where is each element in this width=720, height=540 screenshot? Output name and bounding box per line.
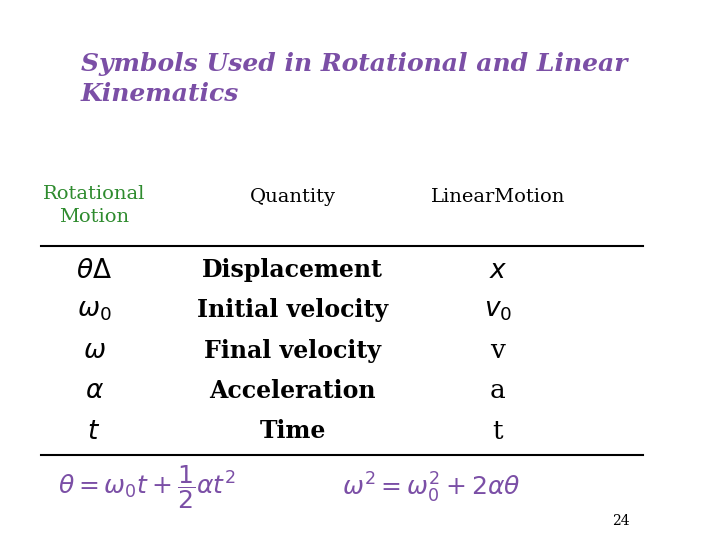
Text: $t$: $t$ — [87, 418, 101, 444]
Text: $\omega$: $\omega$ — [83, 338, 106, 363]
Text: 24: 24 — [613, 514, 630, 528]
Text: Initial velocity: Initial velocity — [197, 298, 388, 322]
Text: Final velocity: Final velocity — [204, 339, 381, 362]
Text: Quantity: Quantity — [250, 188, 336, 206]
Text: Symbols Used in Rotational and Linear
Kinematics: Symbols Used in Rotational and Linear Ki… — [81, 52, 627, 106]
Text: $\theta = \omega_0 t + \dfrac{1}{2}\alpha t^2$: $\theta = \omega_0 t + \dfrac{1}{2}\alph… — [58, 464, 236, 511]
Text: $x$: $x$ — [489, 258, 507, 282]
Text: $\alpha$: $\alpha$ — [84, 379, 104, 403]
Text: $\omega_0$: $\omega_0$ — [77, 298, 112, 323]
Text: v: v — [490, 338, 505, 363]
Text: $v_0$: $v_0$ — [484, 298, 512, 323]
Text: a: a — [490, 379, 505, 403]
Text: Rotational
Motion: Rotational Motion — [43, 185, 145, 226]
Text: $\omega^2 = \omega_0^2 + 2\alpha\theta$: $\omega^2 = \omega_0^2 + 2\alpha\theta$ — [343, 470, 521, 505]
Text: Displacement: Displacement — [202, 258, 383, 282]
Text: $\theta\Delta$: $\theta\Delta$ — [76, 258, 112, 282]
Text: Acceleration: Acceleration — [210, 379, 376, 403]
Text: Time: Time — [259, 419, 326, 443]
Text: t: t — [492, 418, 503, 444]
Text: LinearMotion: LinearMotion — [431, 188, 565, 206]
